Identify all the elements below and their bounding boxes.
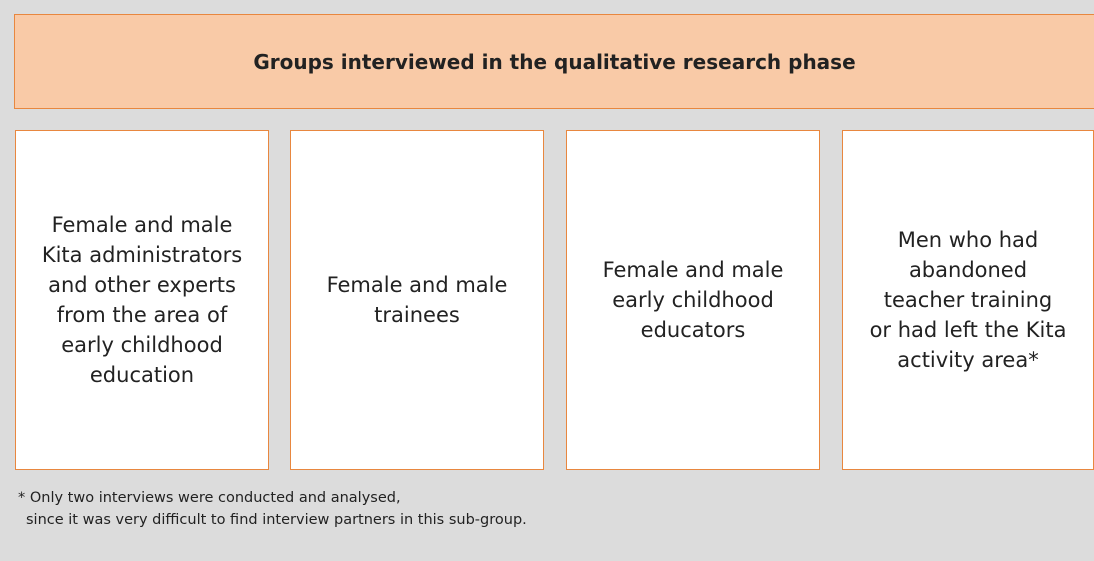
box-line: or had left the Kita: [869, 318, 1067, 342]
box-line: from the area of: [56, 303, 228, 327]
footnote: * Only two interviews were conducted and…: [18, 487, 527, 531]
box-line: activity area*: [897, 348, 1039, 372]
header-title: Groups interviewed in the qualitative re…: [14, 14, 1094, 109]
box-line: abandoned: [908, 258, 1028, 282]
box-line: Female and male: [51, 213, 233, 237]
box-line: trainees: [374, 303, 460, 327]
group-box: Female and male trainees: [290, 130, 544, 470]
box-line: Men who had: [897, 228, 1039, 252]
footnote-line: since it was very difficult to find inte…: [26, 512, 527, 528]
box-line: educators: [640, 318, 746, 342]
group-box: Men who had abandoned teacher training or h…: [842, 130, 1094, 470]
box-line: Kita administrators: [41, 243, 243, 267]
group-box: Female and male early childhood educators: [566, 130, 820, 470]
footnote-line: * Only two interviews were conducted and…: [18, 490, 401, 506]
box-line: education: [89, 363, 195, 387]
box-line: early childhood: [612, 288, 774, 312]
box-line: teacher training: [883, 288, 1053, 312]
group-box: Female and male Kita administrators and ot…: [15, 130, 269, 470]
box-line: Female and male: [602, 258, 784, 282]
box-line: Female and male: [326, 273, 508, 297]
box-line: early childhood: [61, 333, 223, 357]
box-line: and other experts: [48, 273, 236, 297]
